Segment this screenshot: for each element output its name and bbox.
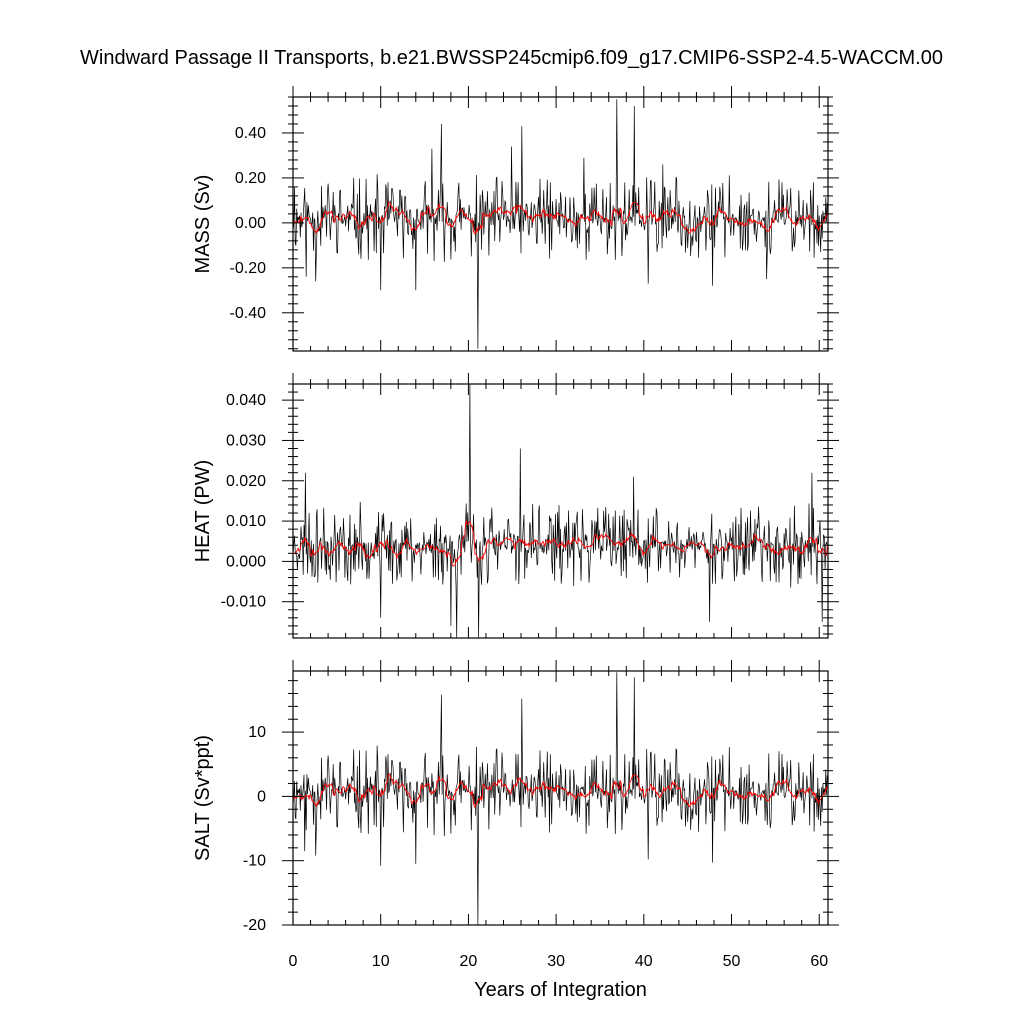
page-title: Windward Passage II Transports, b.e21.BW… <box>80 47 943 69</box>
x-tick-label: 0 <box>289 953 298 970</box>
y-tick-label: -0.40 <box>230 305 267 322</box>
x-tick-label: 10 <box>372 953 390 970</box>
y-axis-label: HEAT (PW) <box>192 460 214 563</box>
plot-frame <box>292 96 829 352</box>
y-axis-label: SALT (Sv*ppt) <box>192 735 214 861</box>
x-tick-label: 40 <box>635 953 653 970</box>
x-tick-label: 20 <box>460 953 478 970</box>
y-tick-label: 0.40 <box>235 125 266 142</box>
panel-salt: 10 0 -10 -20 SALT (Sv*ppt) 0 10 20 30 40 50 60 Years… <box>192 660 839 1001</box>
series-monthly-salt <box>293 672 828 925</box>
y-tick-label: -0.010 <box>221 594 266 611</box>
y-tick-label: 0.030 <box>226 432 266 449</box>
panel-mass: 0.40 0.20 0.00 -0.20 -0.40 MASS (Sv) <box>192 86 839 352</box>
y-tick-label: 0 <box>257 788 266 805</box>
y-tick-label: -0.20 <box>230 260 267 277</box>
y-tick-label: -10 <box>243 853 266 870</box>
x-tick-label: 60 <box>810 953 828 970</box>
plot-frame <box>292 670 829 926</box>
series-monthly-heat <box>293 384 828 638</box>
y-tick-label: -20 <box>243 917 266 934</box>
y-tick-label: 0.00 <box>235 215 266 232</box>
series-monthly-mass <box>293 99 828 349</box>
y-axis-label: MASS (Sv) <box>192 175 214 274</box>
y-tick-label: 0.20 <box>235 170 266 187</box>
y-tick-label: 0.040 <box>226 392 266 409</box>
y-tick-label: 10 <box>248 724 266 741</box>
y-tick-label: 0.020 <box>226 473 266 490</box>
y-tick-label: 0.010 <box>226 513 266 530</box>
x-axis-label: Years of Integration <box>474 979 647 1001</box>
panel-heat: 0.040 0.030 0.020 0.010 0.000 -0.010 HEAT (PW) <box>192 373 839 639</box>
y-tick-label: 0.000 <box>226 553 266 570</box>
series-smoothed-heat <box>293 519 828 567</box>
x-tick-label: 30 <box>547 953 565 970</box>
plot-frame <box>292 383 829 639</box>
series-smoothed-mass <box>293 200 828 236</box>
series-smoothed-salt <box>293 773 828 809</box>
x-tick-label: 50 <box>723 953 741 970</box>
